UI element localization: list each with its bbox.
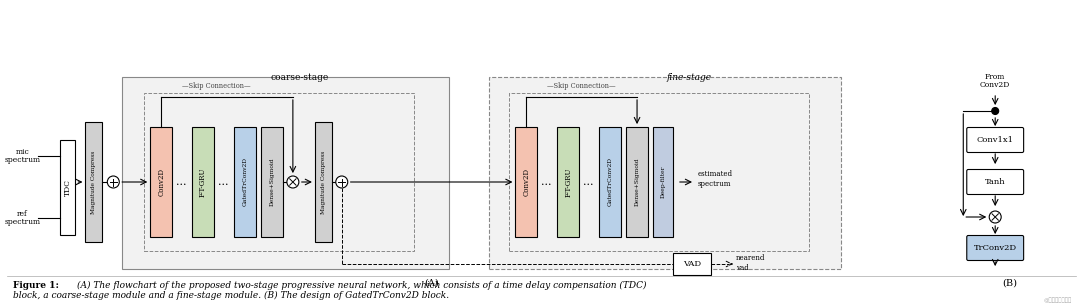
- Text: ...: ...: [218, 177, 228, 187]
- FancyBboxPatch shape: [967, 170, 1024, 195]
- Text: estimated: estimated: [698, 170, 733, 178]
- Bar: [626, 127, 648, 237]
- FancyBboxPatch shape: [967, 235, 1024, 260]
- Bar: [261, 127, 283, 237]
- Bar: [234, 127, 256, 237]
- Text: Tanh: Tanh: [985, 178, 1005, 186]
- Text: spectrum: spectrum: [698, 180, 731, 188]
- Text: ...: ...: [176, 177, 187, 187]
- Text: (A) The flowchart of the proposed two-stage progressive neural network, which co: (A) The flowchart of the proposed two-st…: [78, 280, 647, 289]
- Bar: [122, 77, 449, 269]
- Text: Magnitude Compress: Magnitude Compress: [321, 150, 326, 214]
- Bar: [85, 122, 103, 242]
- Text: Figure 1:: Figure 1:: [13, 281, 58, 289]
- Bar: [557, 127, 579, 237]
- Text: block, a coarse-stage module and a fine-stage module. (B) The design of GatedTrC: block, a coarse-stage module and a fine-…: [13, 290, 448, 300]
- Text: F-T-GRU: F-T-GRU: [199, 167, 207, 197]
- Text: mic: mic: [15, 148, 29, 156]
- Text: Dense+Sigmoid: Dense+Sigmoid: [635, 158, 639, 206]
- Bar: [653, 127, 673, 237]
- Text: Conv2D: Conv2D: [523, 168, 530, 196]
- Text: Conv1x1: Conv1x1: [976, 136, 1014, 144]
- Text: @火山引擎技术社: @火山引擎技术社: [1043, 297, 1072, 303]
- Text: ...: ...: [541, 177, 552, 187]
- Bar: [510, 93, 809, 251]
- Bar: [314, 122, 332, 242]
- Bar: [60, 140, 76, 235]
- Text: ref: ref: [17, 210, 28, 218]
- Text: Deep-filter: Deep-filter: [661, 166, 665, 198]
- Text: nearend: nearend: [735, 254, 766, 262]
- Text: From: From: [985, 73, 1005, 81]
- Text: TDC: TDC: [64, 179, 72, 196]
- Text: spectrum: spectrum: [4, 218, 41, 226]
- Text: F-T-GRU: F-T-GRU: [564, 167, 572, 197]
- Bar: [145, 93, 414, 251]
- Text: (B): (B): [1002, 278, 1017, 288]
- Text: —Skip Connection—: —Skip Connection—: [181, 82, 251, 90]
- Bar: [673, 253, 711, 275]
- Text: VAD: VAD: [683, 260, 701, 268]
- Bar: [489, 77, 840, 269]
- Text: Magnitude Compress: Magnitude Compress: [92, 150, 96, 214]
- Bar: [599, 127, 621, 237]
- Bar: [150, 127, 172, 237]
- FancyBboxPatch shape: [967, 127, 1024, 152]
- Text: vad: vad: [735, 264, 748, 272]
- Text: Conv2D: Conv2D: [980, 81, 1011, 89]
- Circle shape: [991, 107, 999, 114]
- Circle shape: [989, 211, 1001, 223]
- Circle shape: [336, 176, 348, 188]
- Text: TrConv2D: TrConv2D: [974, 244, 1016, 252]
- Text: spectrum: spectrum: [4, 156, 41, 164]
- Text: GatedTrConv2D: GatedTrConv2D: [243, 157, 247, 206]
- Circle shape: [287, 176, 299, 188]
- Text: Conv2D: Conv2D: [158, 168, 165, 196]
- Text: fine-stage: fine-stage: [666, 73, 712, 81]
- Text: coarse-stage: coarse-stage: [271, 73, 329, 81]
- Text: —Skip Connection—: —Skip Connection—: [546, 82, 616, 90]
- Bar: [192, 127, 214, 237]
- Bar: [515, 127, 537, 237]
- Text: GatedTrConv2D: GatedTrConv2D: [608, 157, 612, 206]
- Text: Dense+Sigmoid: Dense+Sigmoid: [269, 158, 274, 206]
- Text: ...: ...: [583, 177, 593, 187]
- Circle shape: [107, 176, 119, 188]
- Text: (A): (A): [424, 278, 438, 288]
